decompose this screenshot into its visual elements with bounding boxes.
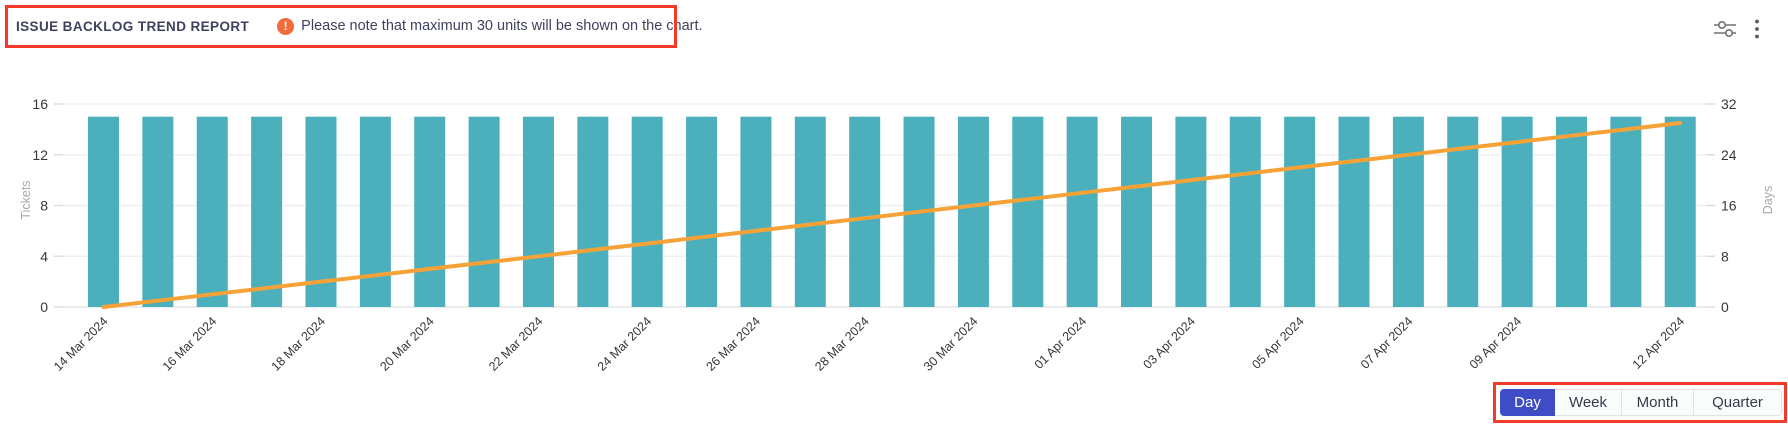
x-axis-label: 30 Mar 2024 [921, 314, 981, 374]
bar-11 Apr 2024[interactable] [1610, 116, 1642, 307]
chart-toolbar [1712, 18, 1760, 40]
period-button-month[interactable]: Month [1621, 389, 1694, 416]
period-button-day[interactable]: Day [1500, 389, 1555, 416]
bar-03 Apr 2024[interactable] [1175, 116, 1207, 307]
bar-17 Mar 2024[interactable] [251, 116, 283, 307]
left-axis-tick-label: 4 [40, 248, 48, 264]
bar-25 Mar 2024[interactable] [686, 116, 718, 307]
bar-05 Apr 2024[interactable] [1284, 116, 1316, 307]
x-axis-label: 24 Mar 2024 [595, 314, 655, 374]
bar-30 Mar 2024[interactable] [957, 116, 989, 307]
bar-02 Apr 2024[interactable] [1121, 116, 1153, 307]
x-axis-label: 07 Apr 2024 [1358, 314, 1416, 372]
bar-23 Mar 2024[interactable] [577, 116, 609, 307]
left-axis-name: Tickets [19, 180, 33, 219]
bar-15 Mar 2024[interactable] [142, 116, 174, 307]
bar-18 Mar 2024[interactable] [305, 116, 337, 307]
kebab-menu-icon[interactable] [1754, 18, 1760, 40]
right-axis-tick-label: 0 [1721, 299, 1729, 315]
left-axis-tick-label: 8 [40, 198, 48, 214]
right-axis-tick-label: 16 [1721, 198, 1737, 214]
right-axis-tick-label: 32 [1721, 96, 1737, 112]
warning-circle-icon: ! [277, 17, 295, 35]
bar-12 Apr 2024[interactable] [1664, 116, 1696, 307]
period-toggle-group: Day Week Month Quarter [1500, 389, 1782, 416]
x-axis-label: 26 Mar 2024 [704, 314, 764, 374]
bar-07 Apr 2024[interactable] [1392, 116, 1424, 307]
bar-06 Apr 2024[interactable] [1338, 116, 1370, 307]
trend-line [101, 121, 1683, 309]
bar-27 Mar 2024[interactable] [794, 116, 826, 307]
period-button-quarter[interactable]: Quarter [1693, 389, 1782, 416]
bar-04 Apr 2024[interactable] [1229, 116, 1261, 307]
bar-14 Mar 2024[interactable] [88, 116, 119, 307]
right-axis-tick-label: 24 [1721, 147, 1737, 163]
period-button-week[interactable]: Week [1554, 389, 1622, 416]
bar-10 Apr 2024[interactable] [1555, 116, 1587, 307]
bar-21 Mar 2024[interactable] [468, 116, 500, 307]
bar-24 Mar 2024[interactable] [631, 116, 663, 307]
right-axis-name: Days [1761, 186, 1775, 214]
x-axis-label: 03 Apr 2024 [1140, 314, 1198, 372]
filter-sliders-icon[interactable] [1712, 18, 1738, 40]
left-axis-tick-label: 12 [32, 147, 48, 163]
x-axis-label: 28 Mar 2024 [812, 314, 872, 374]
report-header: ISSUE BACKLOG TREND REPORT ! Please note… [16, 0, 703, 52]
bar-28 Mar 2024[interactable] [849, 116, 881, 307]
left-axis-tick-label: 16 [32, 96, 48, 112]
page-title: ISSUE BACKLOG TREND REPORT [16, 18, 250, 34]
x-axis-label: 09 Apr 2024 [1467, 314, 1525, 372]
bar-01 Apr 2024[interactable] [1066, 116, 1098, 307]
x-axis-label: 01 Apr 2024 [1032, 314, 1090, 372]
x-axis-label: 22 Mar 2024 [486, 314, 546, 374]
bar-26 Mar 2024[interactable] [740, 116, 772, 307]
bar-22 Mar 2024[interactable] [522, 116, 554, 307]
note-text: Please note that maximum 30 units will b… [301, 18, 703, 34]
bar-16 Mar 2024[interactable] [196, 116, 228, 307]
bar-31 Mar 2024[interactable] [1012, 116, 1044, 307]
x-axis-label: 20 Mar 2024 [377, 314, 437, 374]
left-axis-tick-label: 0 [40, 299, 48, 315]
x-axis-label: 16 Mar 2024 [160, 314, 220, 374]
x-axis-label: 14 Mar 2024 [51, 314, 111, 374]
bar-20 Mar 2024[interactable] [414, 116, 446, 307]
chart-limit-note: ! Please note that maximum 30 units will… [277, 17, 703, 35]
x-axis-label: 12 Apr 2024 [1630, 314, 1688, 372]
x-axis-label: 18 Mar 2024 [269, 314, 329, 374]
bar-09 Apr 2024[interactable] [1501, 116, 1533, 307]
right-axis-tick-label: 8 [1721, 248, 1729, 264]
x-axis-label: 05 Apr 2024 [1249, 314, 1307, 372]
